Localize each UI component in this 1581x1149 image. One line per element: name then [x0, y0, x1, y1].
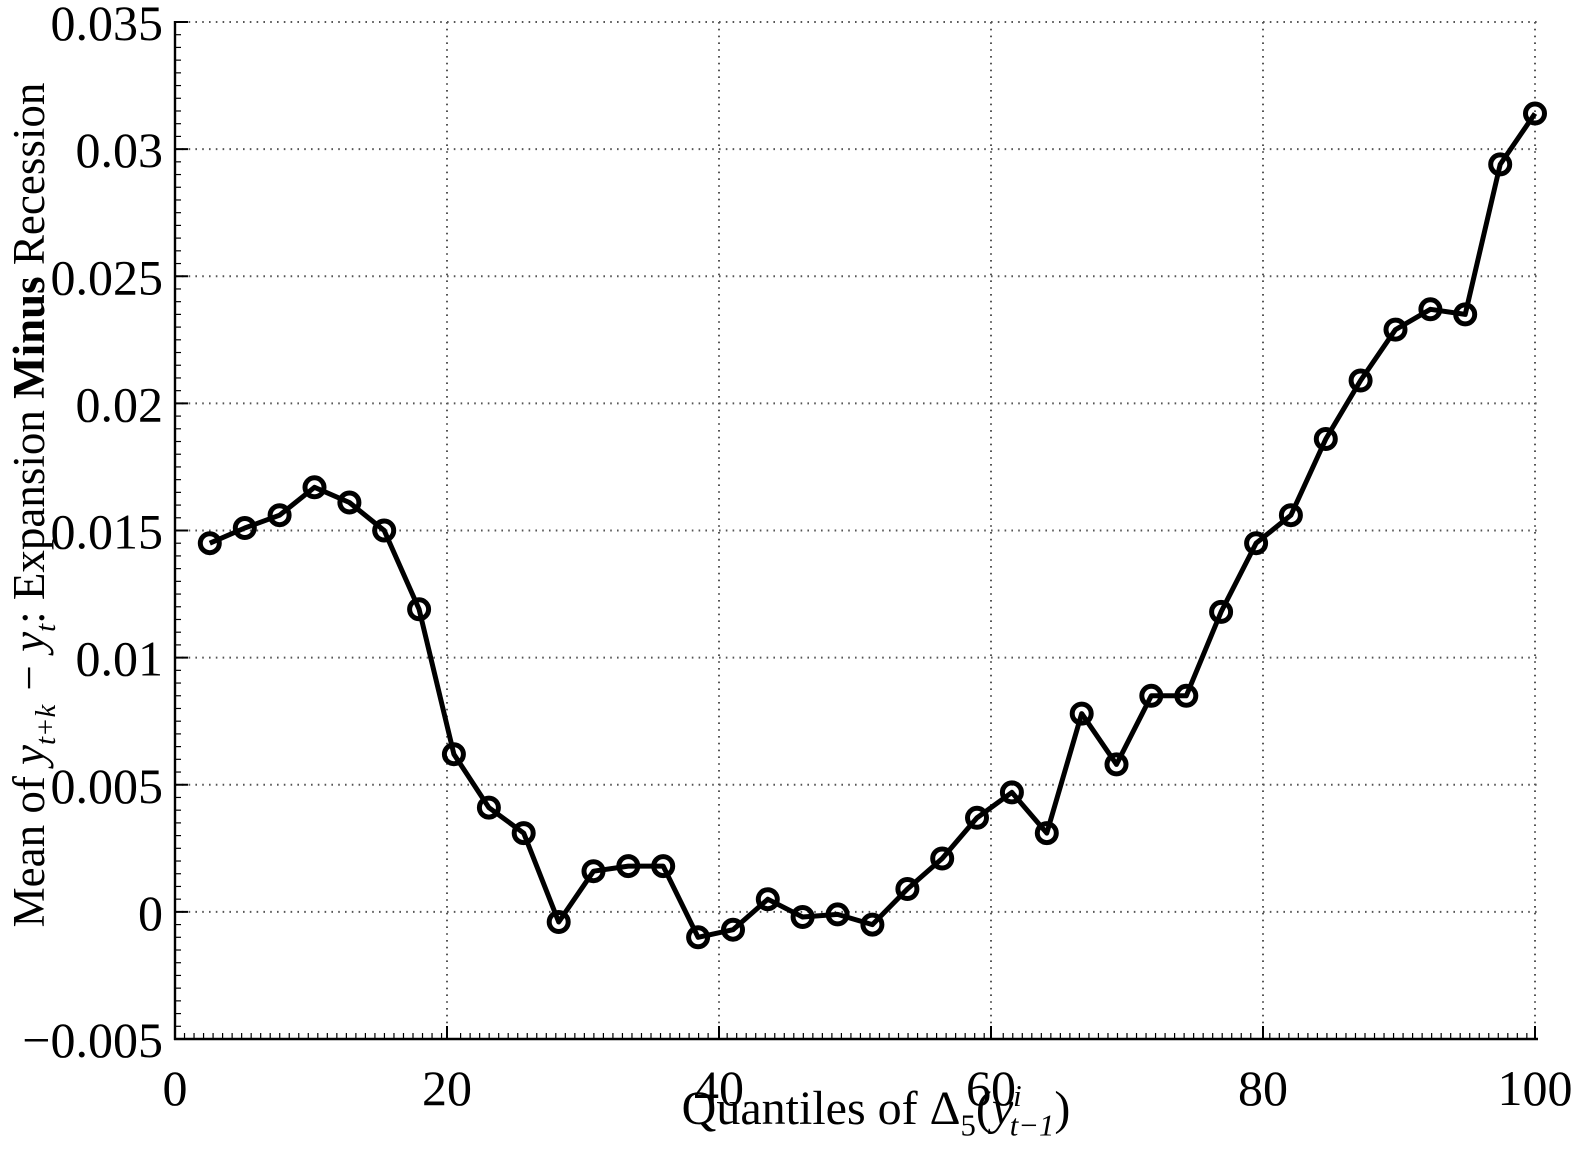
data-point-marker	[197, 531, 222, 556]
data-point-marker	[755, 887, 780, 912]
data-point-marker	[686, 925, 711, 950]
data-point-marker	[1174, 683, 1199, 708]
series-line	[208, 112, 1538, 940]
data-point-marker	[965, 805, 989, 830]
data-point-marker	[1278, 503, 1303, 528]
data-point-marker	[651, 854, 676, 879]
x-tick-label: 20	[422, 1060, 472, 1116]
x-tick-label: 80	[1238, 1060, 1288, 1116]
data-point-marker	[1523, 101, 1547, 126]
x-tick-label: 0	[163, 1060, 188, 1116]
axis-lines	[173, 21, 1538, 1041]
data-point-marker	[372, 518, 397, 543]
data-point-marker	[1383, 317, 1408, 342]
data-point-marker	[546, 910, 571, 934]
y-tick-label: 0	[138, 885, 163, 941]
y-tick-labels: −0.005 0 0.005 0.01 0.015 0.02 0.025 0.03 0.035	[22, 0, 163, 1068]
data-point-marker	[1139, 683, 1164, 708]
data-point-marker	[1104, 752, 1129, 777]
data-series	[197, 101, 1547, 950]
x-tick-labels: 0 20 40 60 80 100	[163, 1060, 1573, 1116]
data-point-marker	[511, 821, 536, 846]
data-point-marker	[825, 902, 850, 927]
data-point-marker	[860, 912, 885, 937]
y-axis-label: Mean of yt+k − yt: Expansion Minus Reces…	[4, 83, 62, 928]
data-point-marker	[232, 516, 257, 540]
y-tick-label: 0.01	[76, 631, 164, 687]
data-point-marker	[302, 475, 327, 500]
data-point-marker	[1244, 531, 1269, 556]
y-tick-label: 0.015	[51, 504, 164, 560]
data-point-marker	[1313, 427, 1338, 451]
x-axis-label: Quantiles of Δ5(yi t−1)	[682, 1079, 1071, 1143]
data-point-marker	[1209, 599, 1234, 624]
data-point-marker	[581, 859, 606, 884]
data-point-marker	[337, 490, 362, 515]
data-point-marker	[1069, 701, 1094, 726]
y-tick-label: 0.02	[76, 376, 164, 432]
data-point-marker	[267, 503, 292, 528]
y-tick-label: −0.005	[22, 1012, 163, 1068]
x-tick-label: 100	[1498, 1060, 1573, 1116]
y-tick-label: 0.03	[76, 122, 164, 178]
data-point-marker	[1453, 302, 1478, 327]
x-tick-label: 40	[694, 1060, 744, 1116]
data-point-marker	[407, 597, 432, 622]
data-point-marker	[1348, 368, 1373, 393]
data-point-marker	[895, 877, 920, 901]
x-tick-label: 60	[966, 1060, 1016, 1116]
data-point-marker	[1488, 152, 1513, 177]
data-point-marker	[441, 742, 466, 767]
y-tick-label: 0.035	[51, 0, 164, 51]
data-point-marker	[616, 854, 641, 879]
data-point-marker	[930, 846, 955, 871]
data-point-marker	[721, 917, 745, 942]
gridlines	[175, 21, 1539, 1039]
y-tick-label: 0.005	[51, 758, 164, 814]
data-point-marker	[1418, 297, 1443, 322]
data-point-marker	[476, 795, 501, 820]
data-point-marker	[1034, 821, 1059, 846]
y-tick-label: 0.025	[51, 249, 164, 305]
data-point-marker	[790, 905, 815, 929]
data-point-marker	[999, 780, 1024, 805]
